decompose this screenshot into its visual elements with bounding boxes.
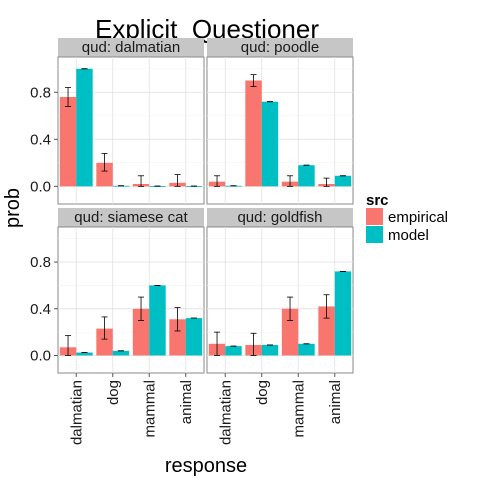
y-tick-label: 0.4: [30, 301, 51, 318]
bar-empirical-mammal: [281, 308, 299, 356]
y-tick-label: 0.8: [30, 254, 51, 271]
bar-model-animal: [185, 318, 203, 356]
bar-model-dalmatian: [225, 346, 242, 356]
x-tick-label: dalmatian: [217, 380, 234, 445]
panel-3: qud: siamese cat 0.0 0.4 0.8 dalmatian dog mam…: [30, 208, 205, 445]
legend-title: src: [366, 192, 389, 209]
x-axis-title: response: [165, 455, 247, 477]
legend-key-model: [366, 226, 383, 243]
bar-empirical-dalmatian: [59, 96, 77, 187]
panel-strip: [207, 38, 353, 57]
bar-model-mammal: [149, 186, 166, 187]
panel-strip-label: qud: goldfish: [237, 209, 322, 226]
bar-model-dalmatian: [76, 352, 93, 356]
legend-label-empirical: empirical: [388, 209, 448, 226]
y-tick-label: 0.0: [30, 347, 51, 364]
bar-empirical-dog: [96, 328, 113, 356]
x-tick-label: mammal: [141, 380, 158, 438]
legend-label-model: model: [388, 227, 429, 244]
panel-1: qud: dalmatian 0.0 0.4 0.8: [30, 38, 205, 205]
bar-model-dog: [261, 101, 279, 187]
panel-strip-label: qud: siamese cat: [74, 209, 188, 226]
x-tick-label: mammal: [290, 380, 307, 438]
y-tick-label: 0.4: [30, 131, 51, 148]
panel-background: [206, 56, 354, 205]
bar-model-animal: [334, 271, 352, 356]
panel-strip: [207, 208, 353, 227]
panel-strip: [58, 38, 204, 57]
bar-model-mammal: [298, 343, 315, 356]
bar-empirical-animal: [169, 319, 186, 356]
x-tick-label: dog: [105, 380, 122, 405]
panel-4: qud: goldfish dalmatian dog mammal animal: [206, 208, 354, 445]
facet-panels: qud: dalmatian 0.0 0.4 0.8 qud: poodle qud: s…: [30, 38, 354, 445]
x-tick-label: dalmatian: [68, 380, 85, 445]
bar-empirical-animal: [318, 306, 335, 356]
panel-strip: [58, 208, 204, 227]
bar-model-animal: [334, 175, 352, 187]
legend: src empirical model: [366, 192, 448, 244]
x-tick-label: animal: [327, 380, 344, 424]
y-axis-title: prob: [2, 188, 24, 228]
y-tick-label: 0.0: [30, 178, 51, 195]
bar-model-dalmatian: [76, 68, 93, 187]
bar-model-dog: [112, 350, 130, 356]
bar-empirical-mammal: [132, 308, 150, 356]
x-tick-label: animal: [178, 380, 195, 424]
panel-strip-label: qud: poodle: [241, 39, 319, 56]
x-tick-label: dog: [254, 380, 271, 405]
bar-empirical-dog: [245, 80, 262, 187]
bar-model-mammal: [149, 285, 166, 356]
panel-2: qud: poodle: [206, 38, 354, 205]
y-tick-label: 0.8: [30, 84, 51, 101]
bar-model-dog: [261, 344, 279, 356]
legend-key-empirical: [366, 208, 383, 225]
bar-empirical-dog: [96, 162, 113, 187]
bar-model-mammal: [298, 165, 315, 187]
panel-strip-label: qud: dalmatian: [82, 39, 180, 56]
bar-model-animal: [185, 186, 203, 187]
